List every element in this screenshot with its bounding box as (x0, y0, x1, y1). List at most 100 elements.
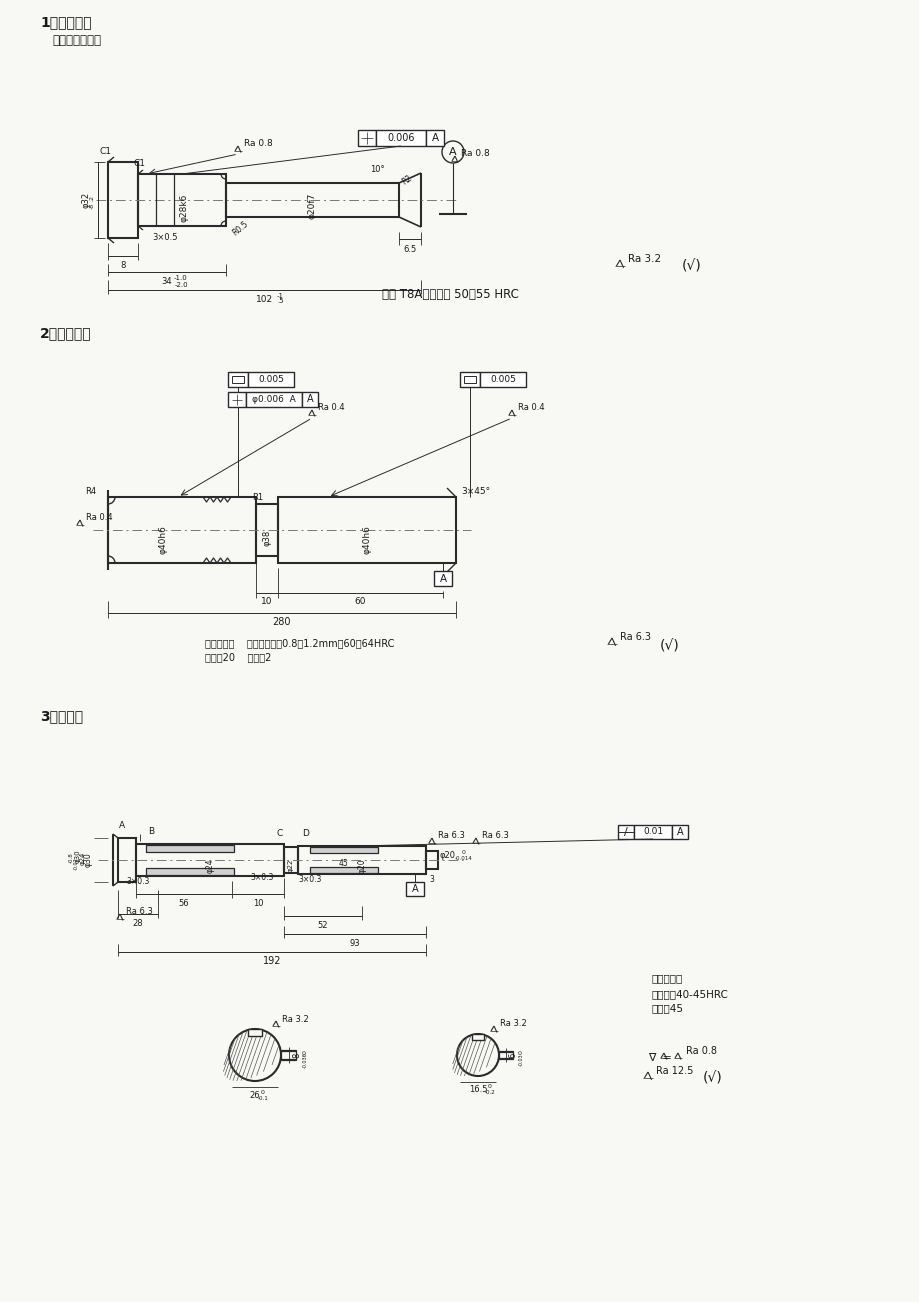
Bar (310, 867, 378, 874)
Bar (618, 825, 633, 838)
Text: 技术要求：: 技术要求： (652, 973, 683, 983)
Bar (405, 881, 424, 896)
Bar (232, 376, 244, 383)
Bar (136, 844, 284, 876)
Text: C: C (277, 829, 283, 838)
Text: 0.006: 0.006 (387, 133, 414, 143)
Text: 材料 T8A，热处理 50～55 HRC: 材料 T8A，热处理 50～55 HRC (381, 289, 518, 302)
Text: 0: 0 (518, 1049, 523, 1053)
Bar (434, 572, 451, 586)
Text: /: / (623, 827, 627, 837)
Text: 材料：20    数量：2: 材料：20 数量：2 (205, 652, 271, 661)
Text: -0.2: -0.2 (484, 1091, 494, 1095)
Bar (255, 504, 278, 556)
Text: 3×0.3: 3×0.3 (126, 876, 150, 885)
Text: 8: 8 (120, 260, 126, 270)
Text: 192: 192 (263, 956, 281, 966)
Text: -0.014: -0.014 (455, 857, 472, 862)
Bar (108, 161, 138, 238)
Text: A: A (439, 573, 446, 583)
Text: 45: 45 (339, 858, 348, 867)
Bar (480, 372, 526, 387)
Text: ∇  =: ∇ = (647, 1053, 671, 1062)
Text: Ra 0.4: Ra 0.4 (318, 404, 345, 413)
Bar (138, 174, 226, 227)
Text: R2: R2 (400, 173, 414, 186)
Bar (460, 372, 480, 387)
Text: 26: 26 (249, 1091, 260, 1099)
Text: -0.1: -0.1 (257, 1095, 268, 1100)
Text: φ38: φ38 (262, 530, 271, 546)
Text: -0.036: -0.036 (302, 1052, 307, 1068)
Bar (118, 838, 136, 881)
Text: 56: 56 (178, 898, 189, 907)
Text: 28: 28 (132, 918, 143, 927)
Text: 3×45°: 3×45° (461, 487, 490, 496)
Text: R1: R1 (252, 493, 263, 503)
Bar (498, 1051, 513, 1059)
Text: C1: C1 (134, 160, 146, 168)
Bar (357, 130, 376, 146)
Text: (√): (√) (681, 260, 701, 273)
Text: 0: 0 (488, 1085, 492, 1090)
Text: D: D (302, 828, 309, 837)
Text: 名称：导柱    热处理：渗硳0.8～1.2mm，60～64HRC: 名称：导柱 热处理：渗硳0.8～1.2mm，60～64HRC (205, 638, 394, 648)
Text: -2.0: -2.0 (174, 283, 187, 288)
Text: Ra 6.3: Ra 6.3 (619, 631, 651, 642)
Text: 0: 0 (461, 849, 465, 854)
Text: (√): (√) (702, 1072, 722, 1086)
Bar (146, 868, 233, 875)
Text: 0.005: 0.005 (490, 375, 516, 384)
Text: -0.03: -0.03 (518, 1053, 523, 1066)
Text: 3×0.3: 3×0.3 (250, 874, 273, 883)
Bar (226, 184, 399, 217)
Text: 3×0.5: 3×0.5 (152, 233, 177, 242)
Text: 60: 60 (355, 598, 366, 607)
Bar (463, 376, 475, 383)
Text: 93: 93 (349, 939, 360, 948)
Text: φ0.006  A: φ0.006 A (252, 395, 296, 404)
Text: A: A (119, 820, 125, 829)
Text: Ra 0.8: Ra 0.8 (686, 1046, 716, 1056)
Text: .2: .2 (89, 195, 95, 201)
Text: 3、传动轴: 3、传动轴 (40, 710, 83, 723)
Text: φ28k6: φ28k6 (179, 194, 188, 223)
Bar (376, 130, 425, 146)
Text: 34: 34 (162, 276, 172, 285)
Text: φ24: φ24 (80, 852, 85, 865)
Bar (228, 372, 248, 387)
Text: (√): (√) (660, 639, 679, 654)
Text: φ20: φ20 (439, 850, 456, 859)
Text: A: A (676, 827, 683, 837)
Text: 材料：45: 材料：45 (652, 1003, 683, 1013)
Text: 10: 10 (253, 898, 263, 907)
Text: φ40h6: φ40h6 (362, 526, 371, 555)
Text: Ra 6.3: Ra 6.3 (437, 832, 464, 841)
Bar (471, 1034, 483, 1040)
Text: Ra 0.4: Ra 0.4 (517, 404, 544, 413)
Text: -0.8: -0.8 (68, 853, 74, 863)
Text: C1: C1 (100, 147, 112, 156)
Text: A: A (431, 133, 438, 143)
Text: φ20: φ20 (357, 859, 366, 874)
Text: -0.02: -0.02 (74, 858, 78, 870)
Text: φ24: φ24 (205, 859, 214, 874)
Text: 3×0.3: 3×0.3 (298, 875, 322, 884)
Text: 10°: 10° (369, 164, 384, 173)
Text: Ra 12.5: Ra 12.5 (655, 1066, 693, 1075)
Text: 102: 102 (255, 294, 273, 303)
Text: 3: 3 (429, 875, 434, 884)
Text: φ32: φ32 (82, 191, 90, 208)
Text: A: A (306, 395, 313, 405)
Text: Ra 0.8: Ra 0.8 (460, 148, 489, 158)
Text: A: A (411, 884, 418, 894)
Text: 热处理：40-45HRC: 热处理：40-45HRC (652, 990, 728, 999)
Text: 6: 6 (508, 1052, 516, 1057)
Text: Ra 3.2: Ra 3.2 (499, 1019, 527, 1029)
Bar (301, 392, 318, 408)
Bar (425, 130, 444, 146)
Text: Ra 3.2: Ra 3.2 (628, 254, 661, 264)
Bar (425, 852, 437, 868)
Text: Ra 6.3: Ra 6.3 (126, 907, 153, 917)
Bar (278, 497, 456, 562)
